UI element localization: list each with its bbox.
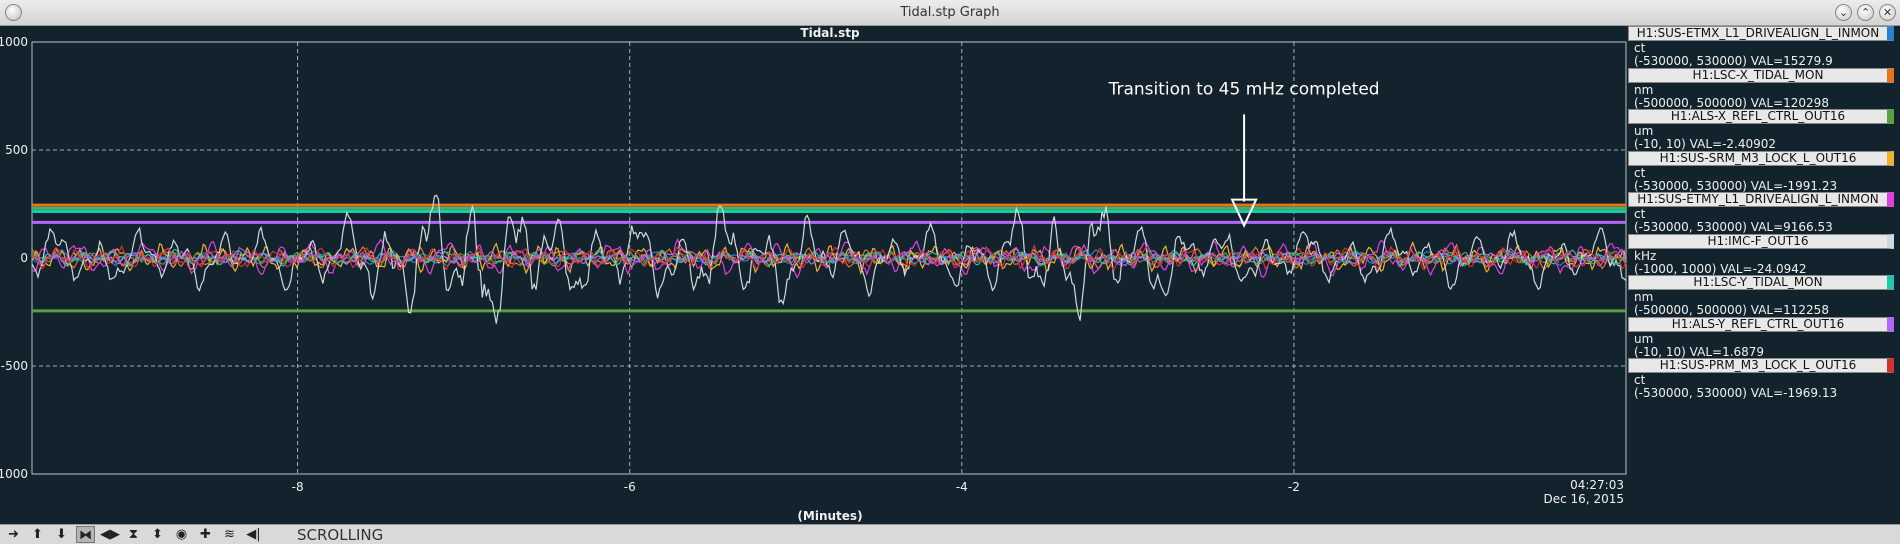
legend-channel-name[interactable]: H1:ALS-X_REFL_CTRL_OUT16	[1628, 109, 1894, 124]
x-tick-label: -6	[624, 480, 636, 494]
legend-range-value: (-530000, 530000) VAL=-1991.23	[1634, 178, 1838, 193]
legend-range-value: (-530000, 530000) VAL=15279.9	[1634, 54, 1833, 68]
crosshair-icon[interactable]: ✚	[200, 527, 211, 542]
y-tick-label: -500	[1, 359, 28, 373]
legend-range-value: (-10, 10) VAL=-2.40902	[1634, 137, 1777, 151]
legend-entry[interactable]: H1:LSC-X_TIDAL_MON nm (-500000, 500000) VA…	[1628, 67, 1900, 110]
legend-unit: kHz	[1634, 248, 1657, 263]
legend-entry[interactable]: H1:SUS-ETMX_L1_DRIVEALIGN_L_INMON ct (-530…	[1628, 26, 1900, 68]
strip-chart[interactable]: -8 -6 -4 -2 -1000 -500 0 500 1000 Transition to …	[0, 26, 1628, 524]
annotation-arrowhead	[1230, 198, 1258, 228]
y-tick-label: 0	[20, 251, 28, 265]
legend-channel-name[interactable]: H1:IMC-F_OUT16	[1628, 233, 1894, 249]
legend-entry[interactable]: H1:IMC-F_OUT16 kHz (-1000, 1000) VAL=-24.0…	[1628, 233, 1900, 276]
legend-range-value: (-10, 10) VAL=1.6879	[1634, 344, 1765, 359]
legend-unit: nm	[1634, 82, 1654, 97]
compress-horizontal-icon[interactable]: ◀▶	[100, 527, 120, 542]
legend-unit: ct	[1634, 41, 1646, 55]
legend-unit: um	[1634, 331, 1654, 346]
x-tick-label: -4	[956, 480, 968, 494]
legend-entry[interactable]: H1:ALS-Y_REFL_CTRL_OUT16 um (-10, 10) VAL=…	[1628, 316, 1900, 359]
legend-entry[interactable]: H1:LSC-Y_TIDAL_MON nm (-500000, 500000) VA…	[1628, 275, 1900, 317]
compress-vertical-icon[interactable]: ⬍	[152, 527, 163, 542]
legend-unit: nm	[1634, 290, 1654, 304]
legend-entry[interactable]: H1:SUS-ETMY_L1_DRIVEALIGN_L_INMON ct (-530…	[1628, 192, 1900, 234]
legend-range-value: (-1000, 1000) VAL=-24.0942	[1634, 261, 1807, 276]
x-tick-label: -8	[292, 480, 304, 494]
legend-entry[interactable]: H1:ALS-X_REFL_CTRL_OUT16 um (-10, 10) VAL=…	[1628, 109, 1900, 151]
arrow-up-icon[interactable]: ⬆	[32, 527, 43, 542]
y-tick-label: -1000	[0, 467, 28, 481]
legend-unit: ct	[1634, 207, 1646, 221]
scroll-right-icon[interactable]: ➜	[8, 527, 19, 542]
legend-range-value: (-530000, 530000) VAL=-1969.13	[1634, 386, 1838, 400]
arrow-down-icon[interactable]: ⬇	[56, 527, 67, 542]
legend-unit: um	[1634, 124, 1654, 138]
legend-range-value: (-500000, 500000) VAL=120298	[1634, 95, 1829, 110]
legend-channel-name[interactable]: H1:SUS-ETMY_L1_DRIVEALIGN_L_INMON	[1628, 192, 1894, 207]
trace-h1-sus-srm-m3-lock-l-out16	[31, 240, 1627, 276]
menu-icon[interactable]	[5, 4, 22, 21]
legend-entry[interactable]: H1:SUS-PRM_M3_LOCK_L_OUT16 ct (-530000, 53…	[1628, 358, 1900, 400]
chart-title: Tidal.stp	[800, 26, 860, 40]
timestamp-time: 04:27:03	[1570, 478, 1624, 492]
legend-range-value: (-500000, 500000) VAL=112258	[1634, 303, 1829, 317]
toolbar: ➜ ⬆ ⬇ ⧓ ◀▶ ⧗ ⬍ ◉ ✚ ≋ ◀| SCROLLING	[0, 524, 1900, 544]
minimize-icon[interactable]: ⌄	[1835, 4, 1852, 21]
legend-channel-name[interactable]: H1:SUS-ETMX_L1_DRIVEALIGN_L_INMON	[1628, 26, 1894, 41]
record-icon[interactable]: ◉	[175, 527, 188, 542]
annotation-text: Transition to 45 mHz completed	[1108, 79, 1380, 99]
y-tick-label: 1000	[0, 35, 28, 49]
legend-channel-name[interactable]: H1:LSC-Y_TIDAL_MON	[1628, 275, 1894, 290]
window-title: Tidal.stp Graph	[900, 5, 1000, 20]
expand-vertical-icon[interactable]: ⧗	[128, 527, 139, 542]
trace-h1-als-y-refl-ctrl-out16	[31, 250, 1627, 266]
wave-icon[interactable]: ≋	[224, 527, 235, 542]
legend-unit: ct	[1634, 165, 1646, 180]
legend-channel-name[interactable]: H1:SUS-PRM_M3_LOCK_L_OUT16	[1628, 358, 1894, 373]
y-tick-label: 500	[5, 143, 28, 157]
expand-horizontal-icon[interactable]: ⧓	[76, 526, 95, 543]
x-axis-label: (Minutes)	[797, 509, 862, 523]
legend-channel-name[interactable]: H1:SUS-SRM_M3_LOCK_L_OUT16	[1628, 150, 1894, 166]
trace-h1-sus-prm-m3-lock-l-out16	[31, 244, 1627, 272]
close-icon[interactable]: ✕	[1879, 4, 1896, 21]
scroll-back-icon[interactable]: ◀|	[246, 527, 261, 542]
legend-channel-name[interactable]: H1:ALS-Y_REFL_CTRL_OUT16	[1628, 316, 1894, 332]
legend-range-value: (-530000, 530000) VAL=9166.53	[1634, 220, 1833, 234]
x-tick-label: -2	[1288, 480, 1300, 494]
maximize-icon[interactable]: ⌃	[1857, 4, 1874, 21]
timestamp-date: Dec 16, 2015	[1544, 492, 1624, 506]
channel-legend: H1:SUS-ETMX_L1_DRIVEALIGN_L_INMON ct (-530…	[1628, 26, 1900, 400]
legend-channel-name[interactable]: H1:LSC-X_TIDAL_MON	[1628, 67, 1894, 83]
mode-label: SCROLLING	[297, 526, 384, 544]
legend-entry[interactable]: H1:SUS-SRM_M3_LOCK_L_OUT16 ct (-530000, 53…	[1628, 150, 1900, 193]
title-bar: Tidal.stp Graph ⌄ ⌃ ✕	[0, 0, 1900, 26]
legend-unit: ct	[1634, 373, 1646, 387]
